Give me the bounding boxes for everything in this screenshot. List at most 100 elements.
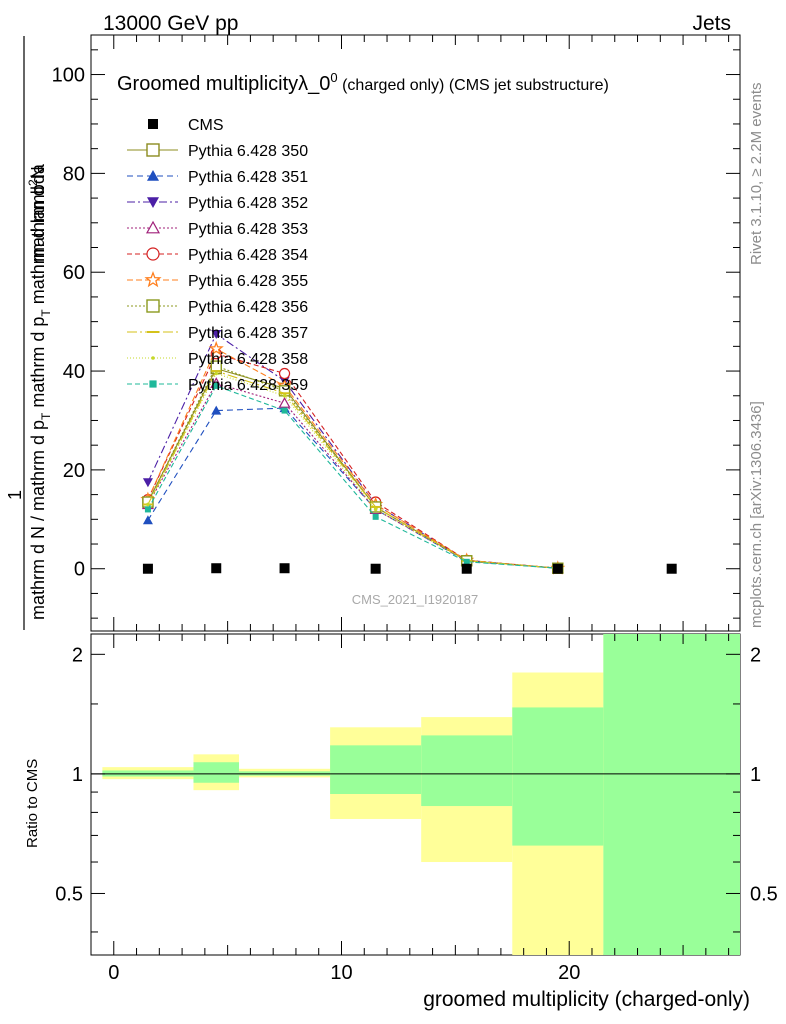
cms-data-point xyxy=(370,563,381,574)
legend-marker xyxy=(147,197,159,208)
ratio-tick-label-right: 0.5 xyxy=(750,883,778,905)
legend-label: Pythia 6.428 350 xyxy=(188,143,308,160)
ratio-tick-label: 1 xyxy=(72,764,83,786)
analysis-watermark: CMS_2021_I1920187 xyxy=(352,592,479,607)
series-point xyxy=(211,329,222,339)
legend-entry-354: Pythia 6.428 354 xyxy=(127,247,308,264)
series-point xyxy=(213,382,220,389)
legend-label-cms: CMS xyxy=(188,117,224,134)
axes-group: 0 20 40 60 80 100 0 10 20 0.5 0.5 1 1 2 2 xyxy=(52,35,778,984)
series-point xyxy=(144,506,151,513)
series-line xyxy=(147,333,558,569)
ratio-bands xyxy=(91,634,740,955)
legend-entry-351: Pythia 6.428 351 xyxy=(127,169,308,186)
plot-title: Groomed multiplicityλ_00 (charged only) … xyxy=(117,70,609,95)
ratio-tick-label-right: 1 xyxy=(750,764,761,786)
y-tick-label: 0 xyxy=(74,559,85,581)
y-tick-label: 100 xyxy=(52,65,85,87)
cms-data-point xyxy=(279,563,290,574)
legend-label: Pythia 6.428 357 xyxy=(188,325,308,342)
y-axis-den-left-b: mathrm d p xyxy=(28,317,48,413)
legend-entry-353: Pythia 6.428 353 xyxy=(127,220,308,238)
series-350 xyxy=(142,362,564,574)
ratio-y-axis-label: Ratio to CMS xyxy=(24,759,41,848)
series-line xyxy=(147,367,558,569)
ratio-band-green xyxy=(512,707,604,846)
series-line xyxy=(147,370,558,569)
legend-label: Pythia 6.428 351 xyxy=(188,169,308,186)
legend-entry-359: Pythia 6.428 359 xyxy=(127,377,308,394)
series-point xyxy=(281,407,288,414)
y-axis-label-numerator: mathrm d2N xyxy=(26,166,48,262)
y-axis-num-main: mathrm d xyxy=(28,186,48,262)
legend-label: Pythia 6.428 355 xyxy=(188,273,308,290)
legend-marker xyxy=(151,356,155,360)
mcplots-reference-label: mcplots.cern.ch [arXiv:1306.3436] xyxy=(748,401,765,628)
series-point xyxy=(142,515,153,525)
cms-data-points xyxy=(142,563,677,574)
x-tick-label: 0 xyxy=(108,962,119,984)
cms-data-point xyxy=(142,563,153,574)
rivet-version-label: Rivet 3.1.10, ≥ 2.2M events xyxy=(748,83,765,266)
legend-marker xyxy=(146,299,160,313)
series-line xyxy=(147,372,558,569)
legend-marker xyxy=(144,270,162,288)
series-point xyxy=(282,393,287,398)
y-axis-den-left-a-sub: T xyxy=(39,412,53,420)
cms-data-point xyxy=(461,563,472,574)
y-axis-label-top-fraction: 1 xyxy=(5,490,25,500)
legend-marker xyxy=(149,380,157,388)
series-point xyxy=(372,513,379,520)
legend: CMS Pythia 6.428 350 Pythia 6.428 351 Pythi… xyxy=(127,117,308,394)
series-point xyxy=(208,340,224,356)
cms-data-point xyxy=(666,563,677,574)
legend-marker xyxy=(146,247,160,261)
x-tick-label: 10 xyxy=(330,962,352,984)
ratio-tick-label: 0.5 xyxy=(55,883,83,905)
legend-entry-352: Pythia 6.428 352 xyxy=(127,195,308,212)
legend-marker-cms xyxy=(148,119,158,129)
plot-title-detail: (charged only) (CMS jet substructure) xyxy=(338,77,609,94)
y-axis-den-left-b-sub: T xyxy=(39,309,53,317)
y-tick-label: 40 xyxy=(63,361,85,383)
plot-title-superscript: 0 xyxy=(330,70,337,85)
ratio-band-green xyxy=(193,762,240,783)
series-point xyxy=(146,502,150,507)
series-line xyxy=(147,382,558,569)
y-axis-label-denominator: mathrm d N / mathrm d pT mathrm d pT mat… xyxy=(28,163,53,620)
series-point xyxy=(278,396,291,408)
legend-label: Pythia 6.428 358 xyxy=(188,351,308,368)
legend-entry-357: Pythia 6.428 357 xyxy=(127,325,308,342)
series-point xyxy=(463,558,470,565)
legend-entry-350: Pythia 6.428 350 xyxy=(127,143,308,160)
series-point xyxy=(211,405,222,415)
x-axis-label: groomed multiplicity (charged-only) xyxy=(423,988,750,1011)
series-line xyxy=(147,407,558,569)
legend-label: Pythia 6.428 354 xyxy=(188,247,308,264)
cms-data-point xyxy=(552,563,563,574)
y-axis-num-tail: N xyxy=(28,166,48,179)
series-351 xyxy=(142,403,563,573)
series-point xyxy=(373,507,378,512)
series-line xyxy=(147,385,558,569)
ratio-tick-label-right: 2 xyxy=(750,644,761,666)
main-plot-frame xyxy=(90,34,741,632)
legend-entry-356: Pythia 6.428 356 xyxy=(127,299,308,316)
x-tick-label: 20 xyxy=(558,962,580,984)
legend-entry-cms: CMS xyxy=(148,117,224,134)
legend-entry-355: Pythia 6.428 355 xyxy=(127,270,308,290)
legend-marker xyxy=(145,220,161,234)
legend-label: Pythia 6.428 356 xyxy=(188,299,308,316)
y-axis-den-left-c: mathrm d lambda xyxy=(28,163,48,309)
legend-label: Pythia 6.428 359 xyxy=(188,377,308,394)
y-tick-label: 20 xyxy=(63,460,85,482)
y-axis-num-superscript: 2 xyxy=(26,179,40,186)
legend-label: Pythia 6.428 353 xyxy=(188,221,308,238)
series-point xyxy=(214,371,219,376)
header-category-label: Jets xyxy=(692,12,731,35)
ratio-band-green xyxy=(330,745,422,794)
series-357 xyxy=(142,370,563,570)
ratio-tick-label: 2 xyxy=(72,644,83,666)
y-tick-label: 80 xyxy=(63,163,85,185)
